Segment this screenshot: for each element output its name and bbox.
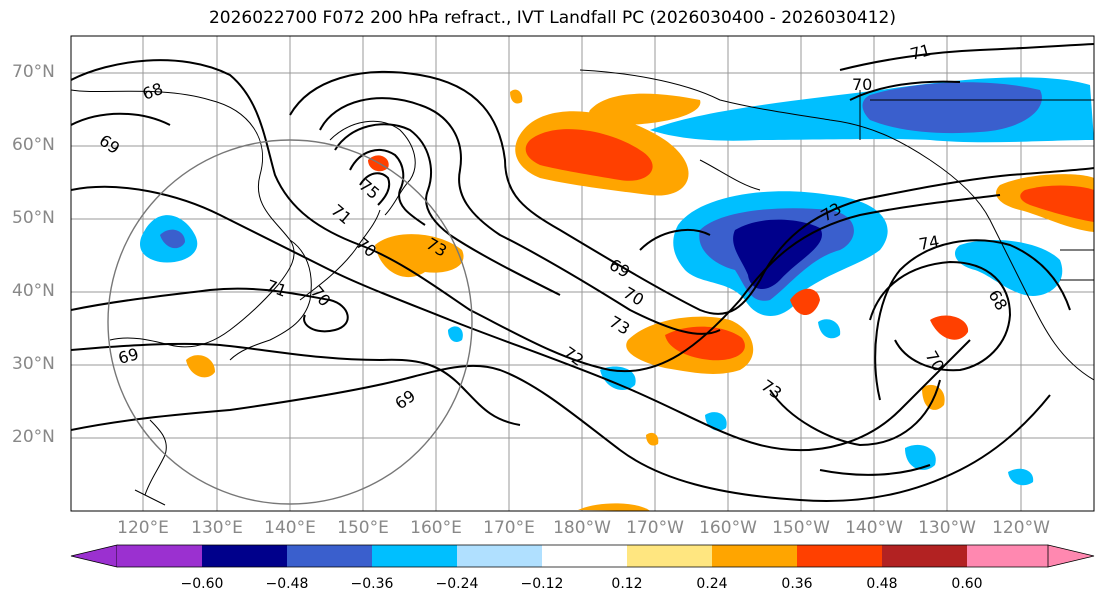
colorbar-swatch	[882, 545, 968, 567]
lon-label: 170°E	[483, 518, 535, 538]
lon-label: 180°W	[553, 518, 611, 538]
colorbar-tick: 0.36	[781, 576, 813, 592]
lat-label: 50°N	[12, 208, 55, 228]
lon-label: 130°W	[918, 518, 976, 538]
colorbar-swatch	[457, 545, 543, 567]
lon-label: 140°W	[845, 518, 903, 538]
colorbar-tick: 0.24	[696, 576, 728, 592]
contour-label: 69	[96, 131, 124, 158]
contour-label: 74	[917, 232, 940, 254]
lon-label: 120°W	[992, 518, 1050, 538]
colorbar-swatch	[967, 545, 1048, 567]
colorbar-tick: −0.48	[265, 576, 309, 592]
lat-label: 30°N	[12, 354, 55, 374]
contour-label: 69	[391, 386, 419, 413]
colorbar-swatch	[542, 545, 628, 567]
contour-label: 73	[606, 312, 633, 339]
contour-label: 72	[560, 343, 588, 370]
contour-label: 69	[116, 344, 141, 368]
colorbar-tick: −0.60	[180, 576, 224, 592]
lon-label: 150°W	[772, 518, 830, 538]
colorbar-tick: 0.48	[866, 576, 898, 592]
colorbar-tick: −0.36	[350, 576, 394, 592]
contour-label: 73	[758, 376, 786, 403]
map-title: 2026022700 F072 200 hPa refract., IVT La…	[208, 8, 896, 28]
colorbar-tick: −0.12	[520, 576, 564, 592]
map-frame	[70, 35, 1095, 512]
colorbar-swatch	[712, 545, 798, 567]
coastlines	[71, 69, 1094, 506]
contour-label: 71	[908, 40, 933, 64]
lon-label: 120°E	[117, 518, 169, 538]
lon-label: 170°W	[626, 518, 684, 538]
contour-label: 70	[352, 234, 380, 262]
contour-label: 68	[985, 287, 1012, 314]
colorbar	[70, 544, 1095, 568]
contour-label: 75	[355, 176, 383, 204]
colorbar-swatch	[372, 545, 458, 567]
contour-label: 68	[140, 79, 166, 104]
lon-label: 140°E	[264, 518, 316, 538]
contour-label: 70	[852, 75, 872, 94]
colorbar-swatch	[202, 545, 288, 567]
lat-label: 20°N	[12, 427, 55, 447]
colorbar-tick: −0.24	[435, 576, 479, 592]
lon-label: 160°E	[410, 518, 462, 538]
colorbar-min-arrow	[70, 544, 118, 568]
colorbar-swatch	[797, 545, 883, 567]
shade-alaska-positive	[589, 93, 701, 125]
colorbar-swatch	[287, 545, 373, 567]
colorbar-max-arrow	[1047, 544, 1095, 568]
shade-japan-positive	[375, 234, 464, 278]
lon-label: 160°W	[699, 518, 757, 538]
colorbar-swatch	[627, 545, 713, 567]
lon-label: 130°E	[191, 518, 243, 538]
colorbar-swatch	[117, 545, 203, 567]
shade-east-negative	[955, 240, 1063, 296]
refractivity-contours	[71, 43, 1094, 502]
lon-label: 150°E	[337, 518, 389, 538]
landfall-radius-circle	[107, 139, 473, 505]
lat-label: 60°N	[12, 135, 55, 155]
lat-label: 70°N	[12, 62, 55, 82]
contour-label: 71	[327, 201, 355, 229]
colorbar-tick: 0.60	[951, 576, 983, 592]
colorbar-tick: 0.12	[611, 576, 643, 592]
lat-label: 40°N	[12, 281, 55, 301]
